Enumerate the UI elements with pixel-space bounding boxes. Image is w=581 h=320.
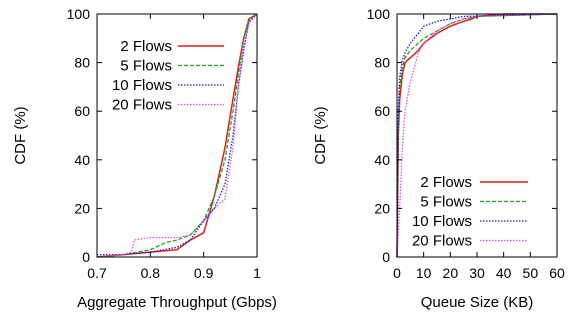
x-tick-label: 10 [416, 265, 432, 281]
x-tick-label: 40 [496, 265, 512, 281]
legend-label: 10 Flows [412, 213, 472, 230]
x-axis-label: Aggregate Throughput (Gbps) [77, 294, 277, 311]
series-line-20-flows [396, 13, 558, 258]
legend-label: 10 Flows [112, 77, 172, 94]
y-tick-label: 100 [367, 6, 391, 22]
y-tick-label: 40 [374, 152, 390, 168]
y-axis-label: CDF (%) [12, 106, 29, 164]
y-axis-label: CDF (%) [312, 106, 329, 164]
legend-label: 2 Flows [420, 174, 472, 191]
series-line-5-flows [96, 13, 258, 258]
y-tick-label: 80 [374, 55, 390, 71]
x-tick-label: 0.9 [194, 265, 214, 281]
legend-label: 20 Flows [112, 97, 172, 114]
series-line-20-flows [96, 13, 258, 258]
y-tick-label: 20 [74, 200, 90, 216]
y-tick-label: 60 [374, 103, 390, 119]
plot-frame [96, 13, 258, 258]
y-tick-label: 40 [74, 152, 90, 168]
y-tick-label: 60 [74, 103, 90, 119]
y-tick-label: 0 [382, 249, 390, 265]
legend: 2 Flows 5 Flows 10 Flows 20 Flows [412, 174, 528, 250]
x-tick-label: 0.7 [87, 265, 107, 281]
chart-2: 0 10 20 30 40 50 60 0 20 40 60 80 100 Queue Size (KB)… [312, 6, 565, 311]
x-tick-label: 30 [469, 265, 485, 281]
chart-1: 0.7 0.8 0.9 1 0 20 40 60 80 100 Aggregate Throughp… [12, 6, 277, 311]
series-line-10-flows [396, 13, 558, 258]
y-tick-label: 0 [82, 249, 90, 265]
y-tick-label: 80 [74, 55, 90, 71]
x-tick-label: 1 [253, 265, 261, 281]
legend-label: 20 Flows [412, 233, 472, 250]
legend-label: 2 Flows [120, 38, 172, 55]
legend-label: 5 Flows [420, 194, 472, 211]
x-tick-label: 20 [443, 265, 459, 281]
x-axis-label: Queue Size (KB) [421, 294, 534, 311]
legend-label: 5 Flows [120, 58, 172, 75]
x-tick-label: 60 [549, 265, 565, 281]
x-tick-label: 0.8 [141, 265, 161, 281]
x-tick-label: 0 [393, 265, 401, 281]
legend: 2 Flows 5 Flows 10 Flows 20 Flows [112, 38, 224, 114]
series-line-10-flows [97, 13, 258, 256]
y-tick-label: 100 [67, 6, 91, 22]
y-tick-label: 20 [374, 200, 390, 216]
x-tick-label: 50 [523, 265, 539, 281]
